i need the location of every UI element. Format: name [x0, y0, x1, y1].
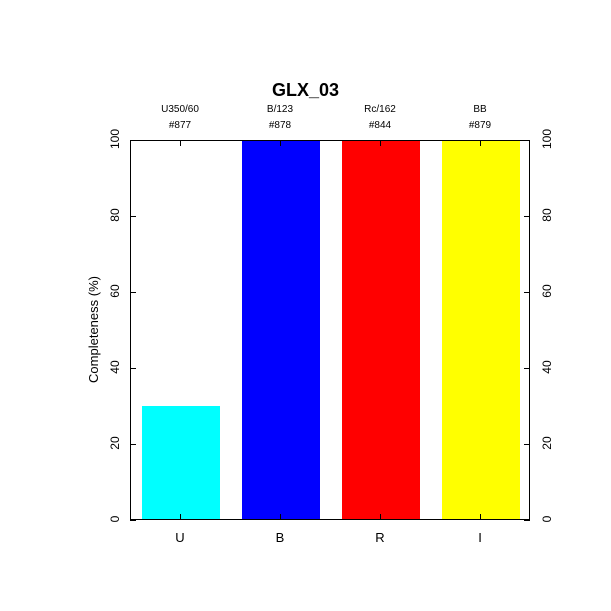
bar-U — [142, 406, 220, 519]
xtick — [480, 514, 481, 520]
upper-label-R: Rc/162 — [340, 104, 420, 115]
ytick-left — [130, 140, 136, 141]
ytick-left — [130, 292, 136, 293]
y-axis-label: Completeness (%) — [86, 276, 101, 383]
xtick — [380, 514, 381, 520]
ytick-label-left: 60 — [108, 276, 122, 306]
count-label-U: #877 — [140, 120, 220, 131]
x-label-U: U — [150, 530, 210, 545]
upper-label-I: BB — [440, 104, 520, 115]
ytick-right — [524, 520, 530, 521]
count-label-R: #844 — [340, 120, 420, 131]
ytick-label-right: 100 — [540, 124, 554, 154]
ytick-right — [524, 216, 530, 217]
ytick-left — [130, 368, 136, 369]
xtick — [280, 514, 281, 520]
upper-label-U: U350/60 — [140, 104, 220, 115]
xtick-top — [180, 140, 181, 146]
x-label-I: I — [450, 530, 510, 545]
x-label-B: B — [250, 530, 310, 545]
ytick-label-left: 20 — [108, 428, 122, 458]
ytick-label-right: 80 — [540, 200, 554, 230]
ytick-right — [524, 140, 530, 141]
chart-title: GLX_03 — [0, 80, 611, 101]
ytick-label-left: 40 — [108, 352, 122, 382]
ytick-label-left: 0 — [108, 504, 122, 534]
ytick-left — [130, 444, 136, 445]
count-label-B: #878 — [240, 120, 320, 131]
ytick-left — [130, 520, 136, 521]
xtick-top — [480, 140, 481, 146]
ytick-left — [130, 216, 136, 217]
upper-label-B: B/123 — [240, 104, 320, 115]
xtick-top — [380, 140, 381, 146]
ytick-right — [524, 444, 530, 445]
ytick-right — [524, 368, 530, 369]
xtick — [180, 514, 181, 520]
bar-I — [442, 141, 520, 519]
ytick-label-left: 100 — [108, 124, 122, 154]
plot-area — [130, 140, 530, 520]
ytick-label-left: 80 — [108, 200, 122, 230]
x-label-R: R — [350, 530, 410, 545]
ytick-label-right: 20 — [540, 428, 554, 458]
chart-canvas: GLX_03 Completeness (%) 0 0 20 20 40 40 60 60 80… — [0, 0, 611, 611]
ytick-label-right: 60 — [540, 276, 554, 306]
ytick-label-right: 40 — [540, 352, 554, 382]
count-label-I: #879 — [440, 120, 520, 131]
bar-R — [342, 141, 420, 519]
ytick-label-right: 0 — [540, 504, 554, 534]
bar-B — [242, 141, 320, 519]
ytick-right — [524, 292, 530, 293]
xtick-top — [280, 140, 281, 146]
